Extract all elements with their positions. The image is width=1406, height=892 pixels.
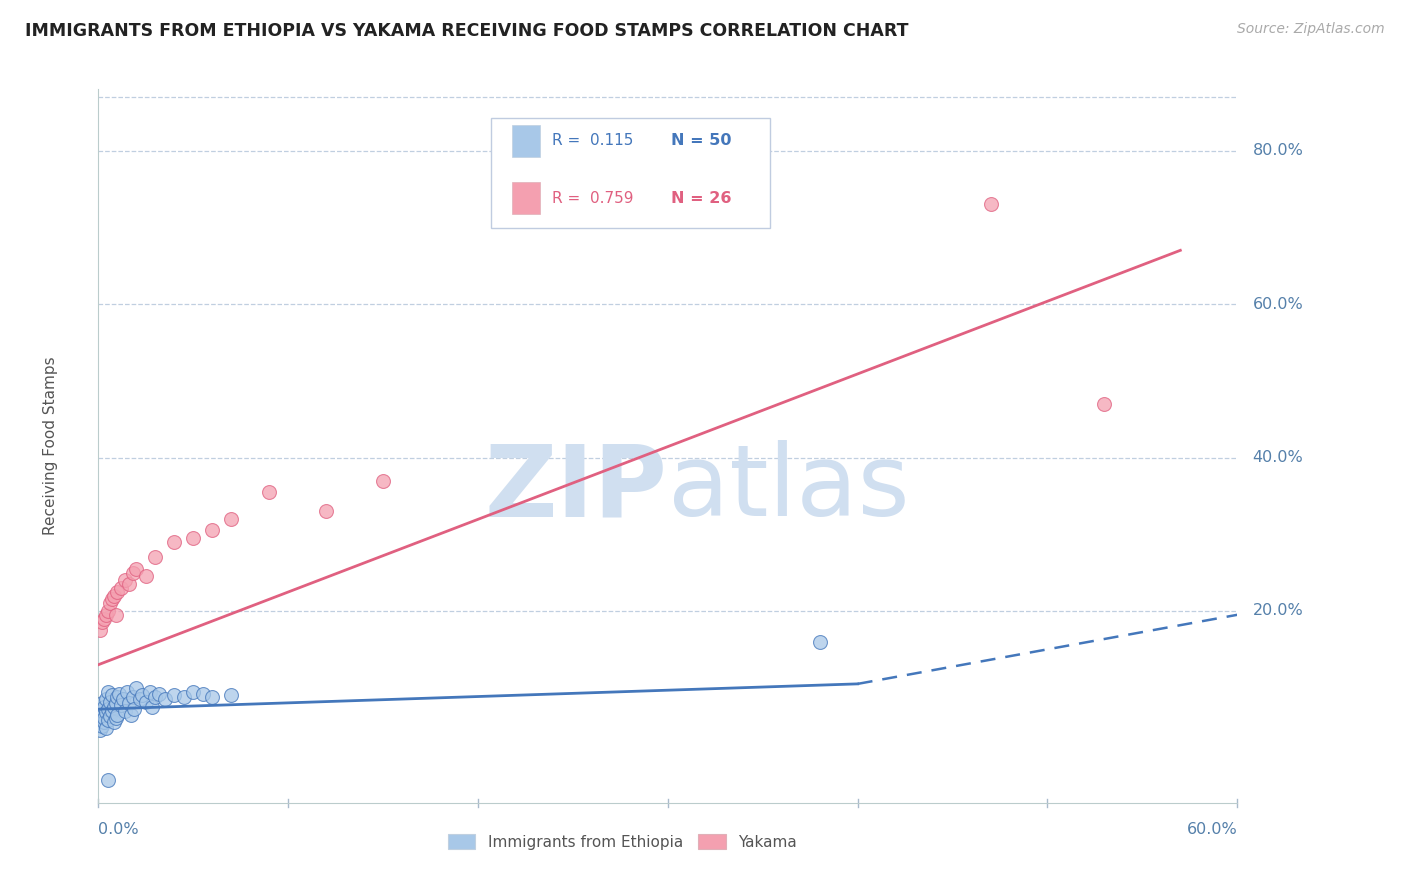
Point bbox=[138, 684, 160, 698]
Text: 0.0%: 0.0% bbox=[98, 822, 139, 837]
Point bbox=[979, 197, 1001, 211]
Point bbox=[118, 577, 141, 591]
Point bbox=[97, 772, 120, 787]
Point bbox=[107, 584, 129, 599]
Point bbox=[191, 687, 214, 701]
Point bbox=[93, 612, 115, 626]
Point bbox=[103, 589, 125, 603]
Point bbox=[183, 531, 205, 545]
Text: Source: ZipAtlas.com: Source: ZipAtlas.com bbox=[1237, 22, 1385, 37]
Text: 20.0%: 20.0% bbox=[1253, 604, 1303, 618]
Point bbox=[97, 713, 120, 727]
Point bbox=[98, 596, 121, 610]
Point bbox=[1094, 397, 1116, 411]
Point bbox=[135, 694, 157, 708]
Text: ZIP: ZIP bbox=[485, 441, 668, 537]
Text: 60.0%: 60.0% bbox=[1187, 822, 1237, 837]
Point bbox=[98, 709, 121, 723]
Point bbox=[145, 550, 167, 565]
Point bbox=[89, 723, 111, 737]
Point bbox=[97, 604, 120, 618]
Point bbox=[808, 634, 831, 648]
Point bbox=[371, 474, 394, 488]
Point bbox=[141, 699, 163, 714]
Text: Receiving Food Stamps: Receiving Food Stamps bbox=[44, 357, 58, 535]
FancyBboxPatch shape bbox=[512, 182, 540, 214]
Point bbox=[98, 694, 121, 708]
Point bbox=[114, 574, 136, 588]
Point bbox=[221, 512, 243, 526]
Point bbox=[125, 562, 148, 576]
Point bbox=[91, 696, 114, 710]
Point bbox=[145, 690, 167, 704]
Point bbox=[97, 684, 120, 698]
Point bbox=[97, 702, 120, 716]
Point bbox=[91, 719, 114, 733]
Point bbox=[148, 687, 170, 701]
Point bbox=[114, 704, 136, 718]
Point bbox=[104, 711, 127, 725]
Point bbox=[93, 715, 115, 730]
Point bbox=[120, 707, 142, 722]
Point bbox=[110, 698, 132, 712]
FancyBboxPatch shape bbox=[491, 118, 770, 228]
Point bbox=[124, 702, 146, 716]
Point bbox=[201, 690, 224, 704]
Point bbox=[315, 504, 337, 518]
Point bbox=[115, 684, 138, 698]
Point bbox=[89, 707, 111, 722]
Point bbox=[131, 689, 153, 703]
Point bbox=[135, 569, 157, 583]
Point bbox=[201, 524, 224, 538]
Point bbox=[94, 721, 117, 735]
Legend: Immigrants from Ethiopia, Yakama: Immigrants from Ethiopia, Yakama bbox=[441, 828, 803, 855]
Point bbox=[221, 689, 243, 703]
Point bbox=[183, 684, 205, 698]
Point bbox=[104, 696, 127, 710]
Point bbox=[94, 705, 117, 719]
FancyBboxPatch shape bbox=[512, 125, 540, 157]
Point bbox=[121, 690, 143, 704]
Text: 60.0%: 60.0% bbox=[1253, 296, 1303, 311]
Point bbox=[118, 696, 141, 710]
Text: IMMIGRANTS FROM ETHIOPIA VS YAKAMA RECEIVING FOOD STAMPS CORRELATION CHART: IMMIGRANTS FROM ETHIOPIA VS YAKAMA RECEI… bbox=[25, 22, 908, 40]
Point bbox=[173, 690, 195, 704]
Point bbox=[91, 704, 114, 718]
Point bbox=[107, 707, 129, 722]
Point bbox=[110, 581, 132, 595]
Point bbox=[93, 711, 115, 725]
Point bbox=[100, 704, 122, 718]
Point bbox=[153, 692, 176, 706]
Point bbox=[163, 689, 186, 703]
Text: N = 50: N = 50 bbox=[671, 134, 731, 148]
Point bbox=[91, 615, 114, 630]
Point bbox=[129, 692, 152, 706]
Point bbox=[103, 699, 125, 714]
Text: R =  0.115: R = 0.115 bbox=[551, 134, 633, 148]
Text: 40.0%: 40.0% bbox=[1253, 450, 1303, 465]
Text: atlas: atlas bbox=[668, 441, 910, 537]
Point bbox=[100, 592, 122, 607]
Text: N = 26: N = 26 bbox=[671, 191, 731, 205]
Point bbox=[104, 607, 127, 622]
Point bbox=[163, 535, 186, 549]
Point bbox=[94, 692, 117, 706]
Point bbox=[107, 690, 129, 704]
Point bbox=[94, 607, 117, 622]
Point bbox=[259, 485, 281, 500]
Point bbox=[103, 715, 125, 730]
Point bbox=[108, 687, 131, 701]
Text: 80.0%: 80.0% bbox=[1253, 143, 1303, 158]
Point bbox=[89, 623, 111, 637]
Point bbox=[112, 692, 135, 706]
Point bbox=[100, 689, 122, 703]
Point bbox=[121, 566, 143, 580]
Point bbox=[125, 681, 148, 695]
Text: R =  0.759: R = 0.759 bbox=[551, 191, 633, 205]
Point bbox=[93, 699, 115, 714]
